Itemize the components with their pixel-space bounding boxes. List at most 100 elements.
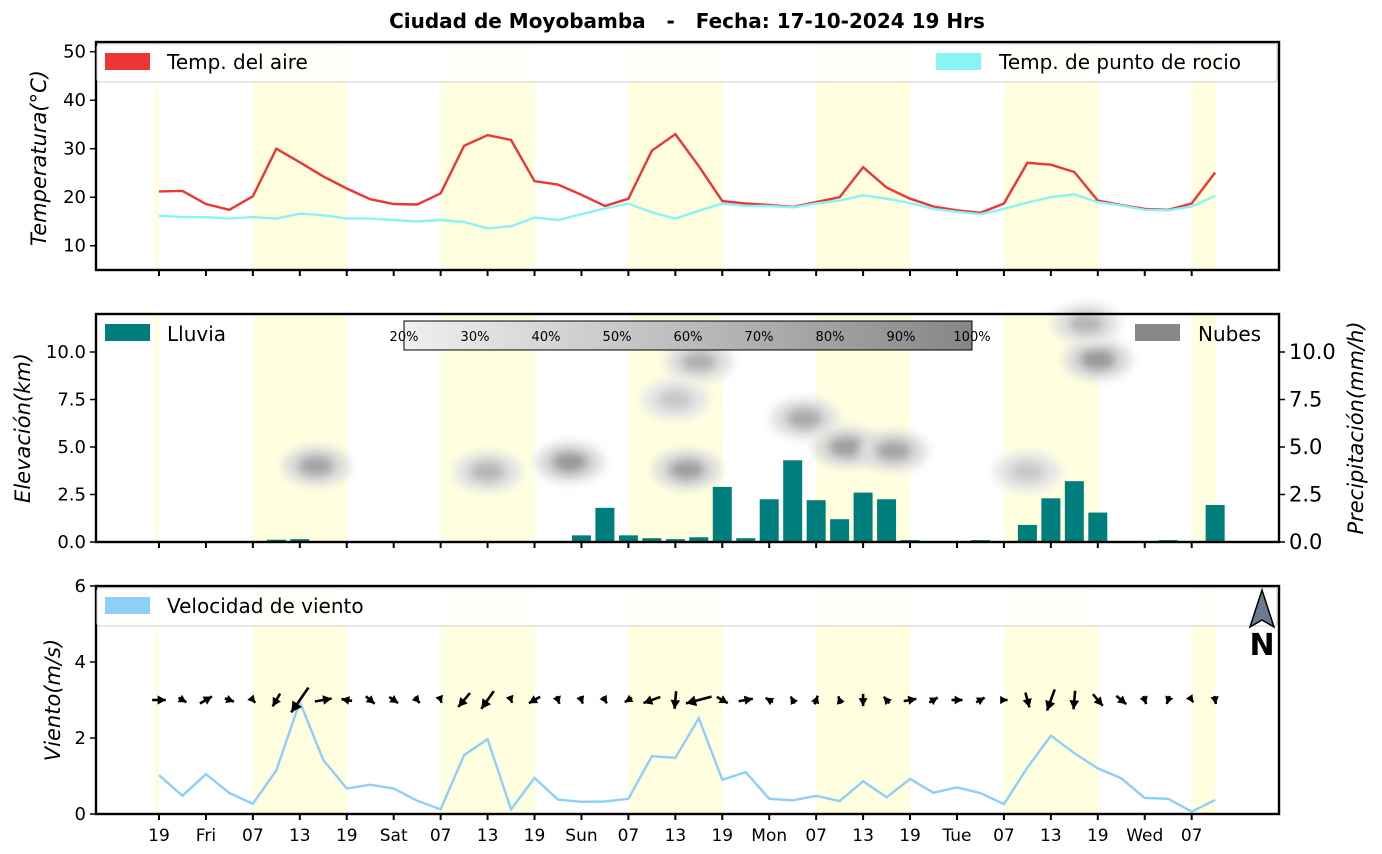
daylight-band — [440, 314, 535, 542]
wind-arrow — [951, 695, 963, 705]
legend-label-air: Temp. del aire — [166, 50, 308, 74]
wind-arrow — [858, 693, 868, 707]
air-temp-line — [158, 132, 1217, 215]
cloud-scale-label: 30% — [461, 330, 490, 345]
wind-arrow — [505, 694, 514, 704]
legend-box — [96, 43, 1278, 83]
legend: Lluvia Nubes — [105, 322, 1261, 346]
wind-arrow-head — [576, 695, 585, 704]
x-axis-ticks — [158, 542, 1193, 548]
y-axis-ticks-right: 0.0 2.5 5.0 7.5 10.0 — [1279, 340, 1336, 554]
wind-arrow — [290, 686, 310, 714]
wind-arrow — [271, 692, 282, 708]
legend-box — [96, 587, 1278, 627]
rain-bar — [759, 499, 779, 542]
y-axis-ticks-left: 0.0 2.5 5.0 7.5 10.0 — [46, 342, 96, 553]
wind-arrow — [177, 694, 188, 704]
cloud-core — [1068, 313, 1105, 334]
wind-arrow-head — [202, 696, 212, 705]
wind-arrow — [716, 695, 729, 705]
x-tick-label: Mon — [751, 826, 787, 846]
y-tick-label: 10.0 — [1289, 340, 1336, 364]
legend-swatch-wind — [105, 597, 150, 614]
chart-title: Ciudad de Moyobamba - Fecha: 17-10-2024 … — [389, 9, 985, 33]
wind-arrow-head — [599, 694, 607, 704]
rain-bar — [853, 492, 873, 542]
wind-arrow-head — [552, 695, 561, 704]
x-tick-label: 07 — [618, 826, 640, 846]
x-tick-label: 19 — [899, 826, 921, 846]
wind-arrow — [928, 696, 939, 706]
wind-arrow-head — [225, 694, 234, 704]
wind-arrow — [1000, 695, 1008, 705]
x-tick-label: 13 — [1040, 826, 1062, 846]
wind-arrow-head — [247, 694, 256, 703]
x-tick-label: 07 — [805, 826, 827, 846]
y-axis-label-left: Elevación(km) — [11, 353, 35, 503]
y-tick-label: 0.0 — [57, 532, 86, 553]
rain-bar — [1017, 524, 1037, 542]
wind-arrow-head — [790, 696, 799, 706]
north-label: N — [1249, 628, 1274, 663]
y-tick-label: 30 — [63, 139, 86, 160]
y-axis-ticks: 10 20 30 40 50 — [63, 42, 96, 257]
cloud-scale-label: 100% — [953, 330, 990, 345]
x-tick-label: 19 — [524, 826, 546, 846]
wind-arrow-head — [481, 698, 491, 709]
wind-arrow-head — [272, 696, 281, 707]
cloud-core — [828, 437, 865, 457]
cloud-core — [1009, 461, 1046, 482]
wind-arrow-head — [1139, 695, 1148, 705]
legend-label-clouds: Nubes — [1198, 322, 1261, 346]
x-tick-label: 13 — [852, 826, 874, 846]
wind-arrow-head — [435, 694, 444, 703]
wind-arrow — [1069, 690, 1080, 710]
y-tick-label: 5.0 — [57, 437, 86, 458]
y-tick-label: 7.5 — [1289, 388, 1322, 412]
wind-arrow — [836, 695, 845, 705]
wind-arrow — [435, 694, 444, 704]
y-axis-label: Temperatura(°C) — [27, 70, 51, 246]
rain-bar — [665, 539, 685, 542]
wind-arrow-head — [1093, 696, 1103, 706]
y-tick-label: 0 — [75, 804, 86, 825]
y-axis-ticks: 0 2 4 6 — [75, 576, 96, 825]
legend-swatch-rain — [105, 324, 150, 341]
rain-bar — [689, 537, 709, 542]
rain-cloud-panel: 0.0 2.5 5.0 7.5 10.0 0.0 2.5 5.0 7.5 10.0 Elevac… — [11, 303, 1368, 554]
wind-arrow — [314, 695, 332, 705]
x-tick-label: 19 — [711, 826, 733, 846]
cloud-cover-contours — [282, 303, 1132, 492]
wind-arrow — [1022, 692, 1032, 708]
wind-arrow-head — [643, 695, 654, 705]
x-tick-label: Sun — [565, 826, 597, 846]
wind-arrow-head — [624, 694, 634, 703]
x-tick-label: 19 — [1087, 826, 1109, 846]
wind-arrow-head — [505, 694, 514, 703]
daylight-band — [154, 42, 159, 270]
wind-arrow — [576, 695, 585, 705]
legend-label-rain: Lluvia — [167, 322, 226, 346]
cloud-scale-label: 80% — [816, 330, 845, 345]
wind-arrow-head — [389, 694, 399, 704]
cloud-scale-label: 50% — [603, 330, 632, 345]
y-tick-label: 20 — [63, 187, 86, 208]
wind-arrow — [247, 694, 257, 704]
cloud-cover-scale: 20% 30% 40% 50% 60% 70% 80% 90% 100% — [390, 320, 991, 351]
wind-arrow-head — [341, 696, 350, 705]
wind-arrow — [1185, 694, 1195, 704]
x-tick-label: Sat — [380, 826, 408, 846]
y-tick-label: 10 — [63, 236, 86, 257]
wind-arrow-head — [1165, 695, 1174, 704]
wind-arrow — [811, 695, 820, 705]
plot-frame — [94, 584, 1281, 816]
daylight-band — [1191, 586, 1216, 814]
wind-arrow-head — [686, 695, 698, 707]
wind-arrow — [388, 694, 399, 705]
wind-arrow — [882, 695, 892, 706]
legend-label-dew: Temp. de punto de rocio — [998, 50, 1241, 74]
cloud-scale-label: 70% — [745, 330, 774, 345]
wind-arrow — [224, 694, 235, 704]
wind-arrow-head — [411, 694, 420, 704]
wind-arrow-head — [743, 695, 753, 705]
